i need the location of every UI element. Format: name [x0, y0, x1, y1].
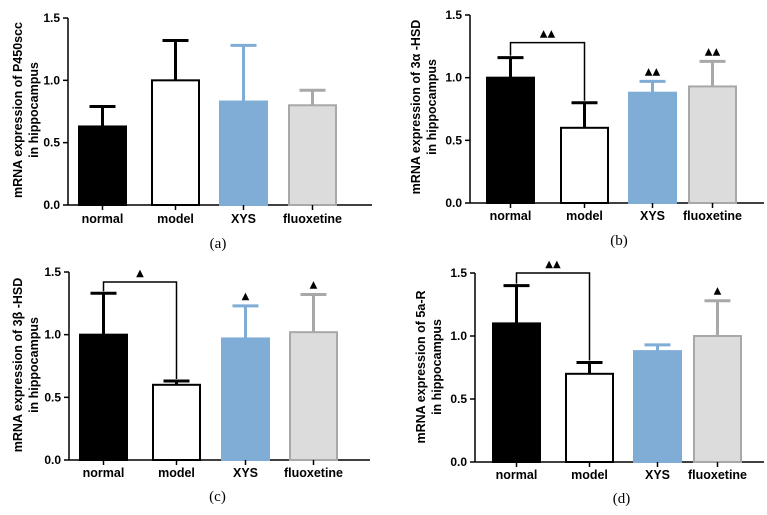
significance-marker: ▲	[714, 286, 722, 297]
y-axis-label: mRNA expression of P450scc in hippocampus	[11, 22, 41, 198]
bracket-marker: ▲	[136, 268, 144, 279]
y-axis-label-line2: in hippocampus	[27, 317, 41, 413]
x-tick-label: fluoxetine	[683, 209, 742, 223]
y-axis-label: mRNA expression of 3α -HSD in hippocampus	[409, 20, 439, 195]
y-axis-label: mRNA expression of 5a-R in hippocampus	[414, 290, 444, 443]
y-tick-label: 1.0	[450, 329, 467, 343]
y-tick-label: 0.5	[43, 136, 60, 150]
bar-model	[152, 383, 201, 461]
y-tick-label: 0.0	[450, 455, 467, 469]
significance-marker: ▲	[242, 291, 250, 302]
y-axis-label-line2: in hippocampus	[27, 62, 41, 158]
y-tick-label: 0.5	[450, 392, 467, 406]
bar-xys	[633, 350, 682, 463]
y-tick-label: 0.0	[43, 198, 60, 212]
x-tick-label: model	[566, 209, 603, 223]
bar-model	[560, 126, 609, 204]
y-tick-label: 1.5	[445, 8, 462, 22]
y-tick-label: 1.0	[43, 73, 60, 87]
bar-normal	[486, 76, 535, 204]
bracket-marker: ▲▲	[545, 259, 561, 270]
bar-normal	[492, 322, 541, 463]
bar-xys	[628, 91, 677, 204]
significance-bracket	[102, 281, 178, 380]
bar-model	[565, 372, 614, 463]
y-tick-label: 0.5	[445, 133, 462, 147]
x-tick-label: XYS	[640, 209, 665, 223]
y-axis-label-line2: in hippocampus	[425, 59, 439, 155]
bar-fluoxetine	[289, 331, 338, 461]
y-tick-label: 1.0	[44, 328, 61, 342]
y-axis-label-line1: mRNA expression of 5a-R	[414, 290, 428, 443]
y-axis-label: mRNA expression of 3β -HSD in hippocampus	[11, 278, 41, 453]
significance-marker: ▲▲	[705, 46, 721, 57]
chart-panel-4: 0.0 0.5 1.0 1.5 mRNA expression of 5a-R in hi…	[414, 259, 764, 507]
y-tick-label: 1.5	[43, 11, 60, 25]
bar-fluoxetine	[688, 85, 737, 204]
significance-marker: ▲▲	[645, 66, 661, 77]
x-tick-label: fluoxetine	[284, 466, 343, 480]
y-tick-label: 0.5	[44, 390, 61, 404]
y-axis-label-line1: mRNA expression of 3β -HSD	[11, 278, 25, 453]
x-tick-label: normal	[496, 468, 538, 482]
x-tick-label: normal	[83, 466, 125, 480]
bar-model	[151, 79, 200, 206]
chart-panel-2: 0.0 0.5 1.0 1.5 mRNA expression of 3α -HSD in…	[409, 8, 764, 249]
x-tick-label: normal	[490, 209, 532, 223]
bar-xys	[221, 337, 270, 461]
bar-normal	[78, 125, 127, 206]
y-axis-label-line2: in hippocampus	[430, 319, 444, 415]
significance-marker: ▲	[310, 280, 318, 291]
x-tick-label: XYS	[231, 212, 256, 226]
y-axis-label-line1: mRNA expression of P450scc	[11, 22, 25, 198]
bar-xys	[219, 100, 268, 206]
x-tick-label: normal	[82, 212, 124, 226]
panel-label: (d)	[613, 491, 631, 507]
bracket-marker: ▲▲	[540, 29, 556, 40]
significance-bracket	[509, 41, 586, 101]
x-tick-label: XYS	[233, 466, 258, 480]
x-tick-label: model	[157, 212, 194, 226]
y-tick-label: 0.0	[44, 453, 61, 467]
x-tick-label: model	[571, 468, 608, 482]
panel-label: (b)	[610, 233, 628, 249]
y-tick-label: 1.5	[450, 266, 467, 280]
y-tick-label: 1.0	[445, 71, 462, 85]
panel-label: (c)	[209, 489, 226, 505]
bar-normal	[79, 333, 128, 461]
panel-label: (a)	[210, 236, 227, 252]
x-tick-label: XYS	[645, 468, 670, 482]
y-tick-label: 1.5	[44, 265, 61, 279]
significance-bracket	[515, 272, 591, 361]
x-tick-label: fluoxetine	[283, 212, 342, 226]
x-tick-label: fluoxetine	[688, 468, 747, 482]
x-tick-label: model	[158, 466, 195, 480]
y-axis-label-line1: mRNA expression of 3α -HSD	[409, 20, 423, 195]
bar-fluoxetine	[693, 335, 742, 463]
bar-fluoxetine	[288, 104, 337, 206]
y-tick-label: 0.0	[445, 196, 462, 210]
